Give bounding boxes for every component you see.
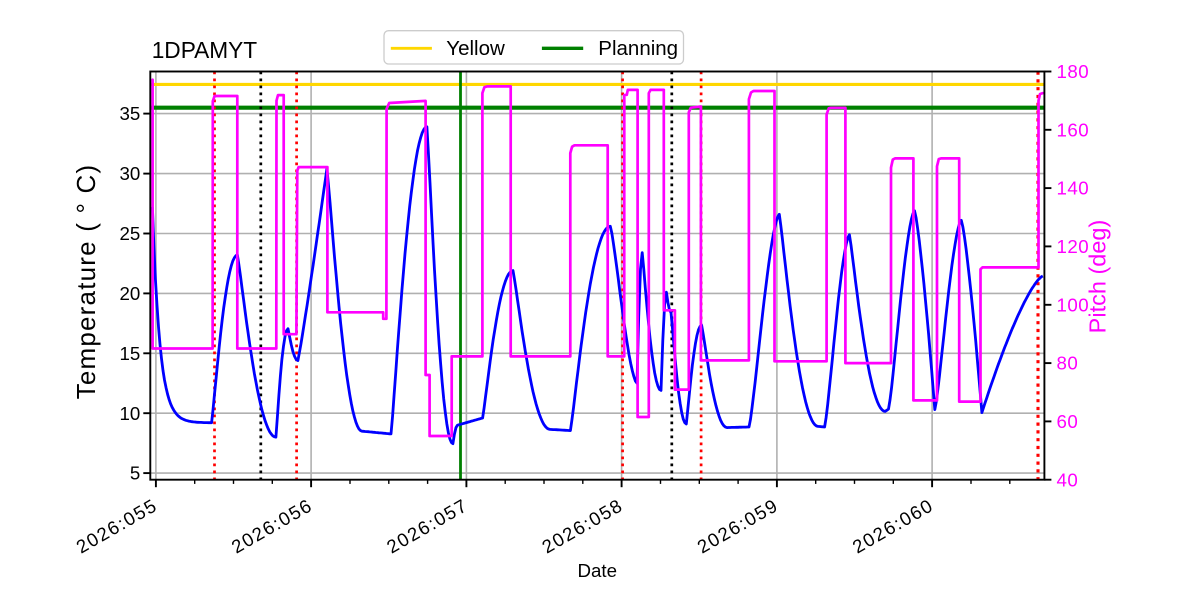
svg-text:60: 60 xyxy=(1057,411,1079,432)
svg-text:80: 80 xyxy=(1057,353,1079,374)
svg-text:Pitch (deg): Pitch (deg) xyxy=(1085,220,1111,334)
svg-text:Planning: Planning xyxy=(598,37,678,60)
svg-text:5: 5 xyxy=(130,463,140,484)
svg-text:1DPAMYT: 1DPAMYT xyxy=(152,37,258,63)
svg-text:25: 25 xyxy=(120,223,141,244)
svg-text:160: 160 xyxy=(1057,119,1090,140)
svg-text:10: 10 xyxy=(120,403,141,424)
svg-text:Temperature ( ° C): Temperature ( ° C) xyxy=(71,164,101,400)
svg-text:Yellow: Yellow xyxy=(446,37,505,60)
svg-text:140: 140 xyxy=(1057,178,1090,199)
svg-text:30: 30 xyxy=(120,163,141,184)
svg-text:15: 15 xyxy=(120,343,141,364)
svg-text:180: 180 xyxy=(1057,61,1090,82)
svg-text:20: 20 xyxy=(120,283,141,304)
svg-text:100: 100 xyxy=(1057,294,1090,315)
svg-text:Date: Date xyxy=(578,560,617,581)
svg-text:35: 35 xyxy=(120,103,141,124)
svg-text:40: 40 xyxy=(1057,469,1079,490)
svg-text:120: 120 xyxy=(1057,236,1090,257)
